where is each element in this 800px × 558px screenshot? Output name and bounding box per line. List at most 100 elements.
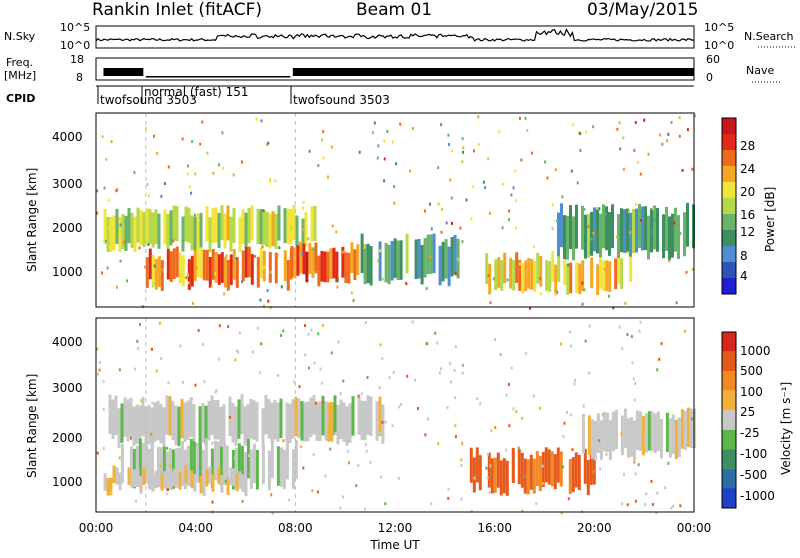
velocity-data-band-2 — [120, 438, 298, 492]
heat-cell — [547, 449, 551, 485]
heat-cell — [222, 404, 226, 444]
heat-speck — [167, 381, 170, 384]
heat-speck — [357, 394, 360, 398]
velocity-colorbar — [721, 331, 737, 509]
power-cbar-tick-28: 28 — [740, 139, 755, 153]
heat-cell — [632, 209, 635, 253]
heat-cell — [320, 250, 324, 282]
heat-speck — [302, 200, 305, 204]
heat-cell — [605, 206, 608, 251]
heat-speck — [488, 490, 491, 494]
heat-cell — [156, 446, 160, 487]
heat-cell — [677, 215, 680, 259]
heat-cell — [617, 214, 620, 258]
heat-cell — [199, 212, 203, 248]
heat-speck — [153, 264, 156, 268]
heat-cell — [186, 400, 190, 440]
heat-cell — [262, 209, 266, 245]
heat-speck — [233, 456, 236, 460]
power-cbar-tick-8: 8 — [740, 249, 748, 263]
heat-cell — [500, 260, 504, 291]
heat-speck — [194, 213, 196, 217]
cpid-entry-1: twofsound 3503 — [100, 93, 197, 107]
heat-speck — [276, 254, 279, 257]
power-cbar-tick-20: 20 — [740, 185, 755, 199]
heat-cell — [632, 420, 636, 461]
heat-cell — [638, 411, 642, 451]
station-title: Rankin Inlet (fitACF) — [92, 0, 262, 20]
heat-speck — [336, 278, 339, 282]
velocity-ytick-1000: 1000 — [52, 475, 83, 489]
heat-cell — [198, 406, 202, 446]
heat-speck — [241, 160, 243, 164]
heat-speck — [372, 131, 374, 134]
heat-cell — [360, 233, 364, 274]
heat-cell — [351, 396, 355, 436]
heat-speck — [223, 292, 226, 296]
colorbar-swatch — [722, 262, 736, 278]
heat-cell — [512, 259, 516, 291]
heat-speck — [626, 333, 629, 336]
heat-cell — [686, 407, 690, 448]
heat-cell — [526, 459, 530, 495]
heat-cell — [623, 209, 626, 253]
heat-speck — [384, 502, 387, 506]
heat-cell — [599, 213, 602, 258]
heat-cell — [220, 475, 224, 493]
heat-speck — [96, 347, 99, 351]
heat-cell — [115, 467, 119, 485]
heat-cell — [494, 259, 498, 291]
heat-speck — [350, 291, 353, 295]
heat-cell — [264, 394, 268, 435]
heat-speck — [568, 330, 571, 334]
heat-cell — [282, 449, 286, 490]
heat-cell — [265, 211, 269, 247]
heat-cell — [575, 262, 579, 293]
heat-speck — [565, 410, 568, 414]
heat-speck — [270, 493, 273, 497]
heat-speck — [329, 447, 332, 451]
time-tick-20: 20:00 — [577, 521, 612, 535]
heat-cell — [148, 472, 152, 490]
heat-cell — [229, 254, 233, 286]
heat-speck — [98, 368, 101, 372]
heat-speck — [660, 342, 663, 346]
heat-speck — [307, 237, 310, 241]
heat-cell — [148, 208, 152, 244]
heat-speck — [631, 361, 634, 365]
heat-cell — [611, 204, 614, 249]
heat-cell — [488, 263, 492, 295]
heat-cell — [202, 249, 206, 281]
beam-title: Beam 01 — [356, 0, 432, 20]
heat-cell — [204, 405, 208, 446]
heat-speck — [664, 486, 667, 490]
heat-speck — [596, 206, 599, 210]
heat-speck — [633, 148, 636, 152]
heat-speck — [324, 474, 327, 478]
heat-speck — [441, 207, 444, 211]
heat-speck — [450, 196, 453, 200]
heat-cell — [503, 252, 507, 284]
heat-speck — [461, 160, 464, 164]
heat-cell — [596, 413, 600, 453]
date-title: 03/May/2015 — [587, 0, 699, 20]
power-cbar-label: Power [dB] — [763, 187, 777, 252]
heat-speck — [556, 290, 559, 294]
heat-cell — [213, 440, 217, 481]
heat-speck — [599, 467, 602, 471]
heat-speck — [434, 331, 437, 335]
heat-speck — [691, 167, 694, 171]
heat-speck — [411, 320, 414, 324]
heat-cell — [295, 215, 299, 251]
heat-cell — [653, 413, 657, 454]
nsky-label: N.Sky — [4, 30, 36, 43]
heat-cell — [518, 260, 522, 291]
heat-cell — [211, 208, 215, 244]
heat-speck — [618, 121, 621, 125]
heat-cell — [323, 251, 327, 283]
heat-cell — [169, 472, 173, 490]
heat-speck — [465, 198, 468, 202]
heat-cell — [157, 469, 161, 488]
heat-speck — [490, 429, 493, 433]
heat-speck — [512, 186, 515, 190]
